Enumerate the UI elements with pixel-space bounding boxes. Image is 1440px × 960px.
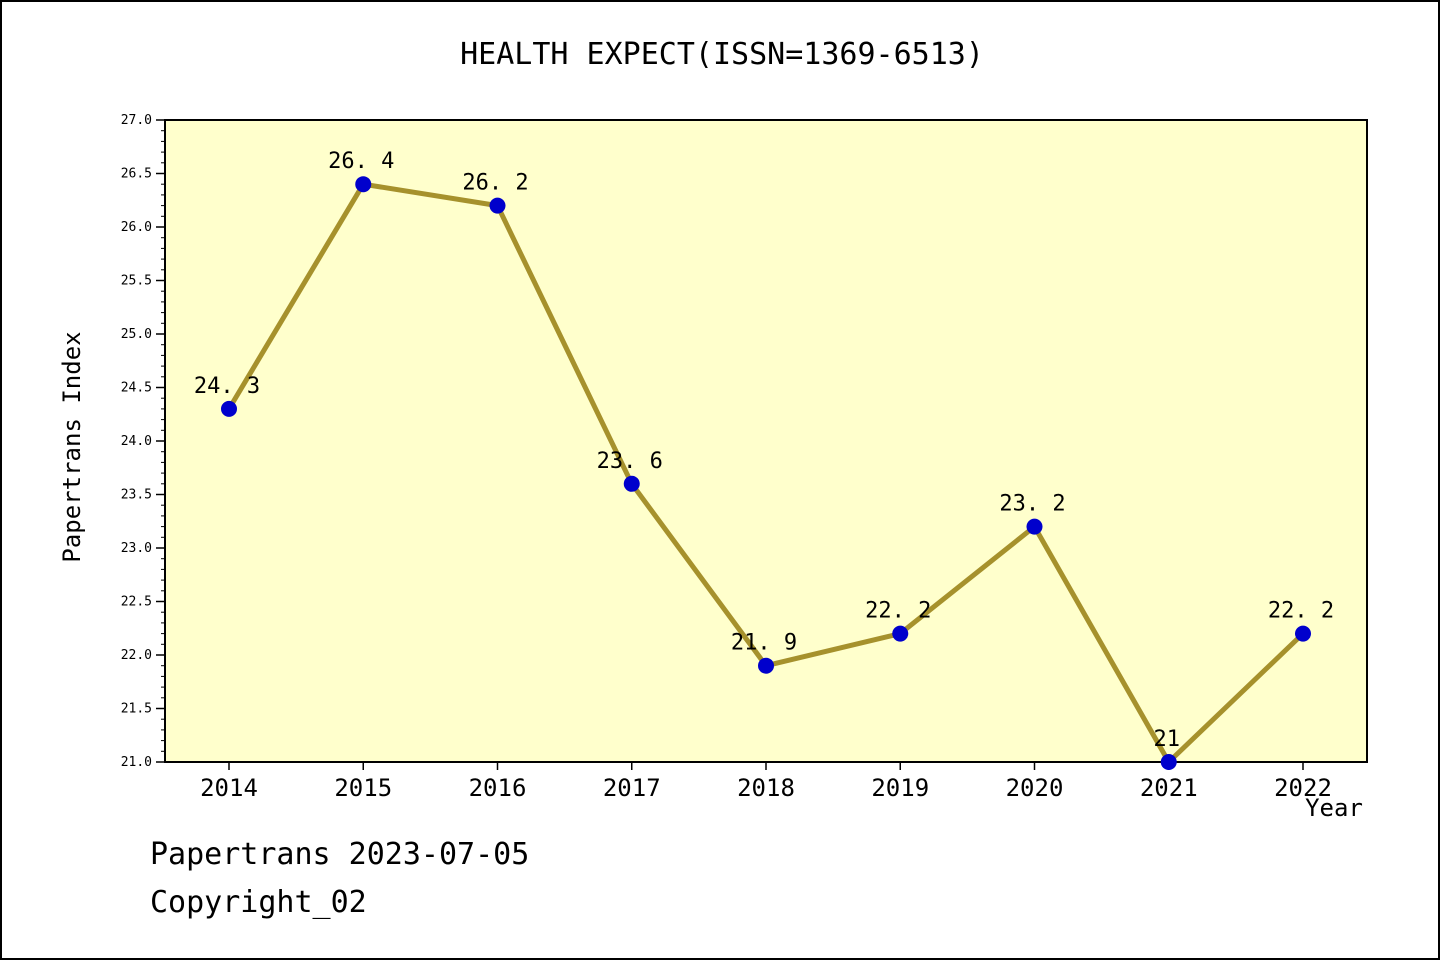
data-point [1026, 518, 1043, 535]
y-tick-label: 23.0 [121, 541, 152, 556]
y-tick-label: 25.0 [121, 327, 152, 342]
data-point [623, 475, 640, 492]
y-tick-label: 22.0 [121, 648, 152, 663]
data-point [355, 176, 372, 193]
footer-copyright-text: Copyright_02 [150, 885, 367, 920]
data-point [892, 625, 909, 642]
plot-border [164, 119, 1368, 763]
data-point-label: 21. 9 [731, 631, 797, 656]
data-point-label: 23. 2 [999, 492, 1065, 517]
x-tick-label: 2016 [469, 774, 527, 802]
x-tick-label: 2018 [737, 774, 795, 802]
footer-date-text: Papertrans 2023-07-05 [150, 837, 529, 872]
y-tick-label: 27.0 [121, 113, 152, 128]
data-point-label: 21 [1154, 727, 1181, 752]
data-point [221, 400, 237, 417]
y-tick-label: 24.0 [121, 434, 152, 449]
data-point-label: 26. 4 [328, 149, 394, 174]
data-point [758, 657, 774, 674]
x-tick-label: 2020 [1006, 774, 1064, 802]
data-point-label: 22. 2 [865, 599, 931, 624]
y-tick-label: 21.5 [121, 702, 152, 717]
data-point-label: 23. 6 [597, 449, 663, 474]
data-point [489, 197, 506, 214]
y-tick-label: 26.5 [121, 167, 152, 182]
y-tick-label: 22.5 [121, 595, 152, 610]
y-tick-label: 24.5 [121, 381, 152, 396]
y-tick-label: 26.0 [121, 220, 152, 235]
data-point [1160, 754, 1177, 770]
x-tick-label: 2021 [1140, 774, 1198, 802]
x-tick-label: 2022 [1274, 774, 1332, 802]
data-point-label: 22. 2 [1268, 599, 1334, 624]
y-axis-title: Papertrans Index [58, 331, 86, 562]
chart-title: HEALTH EXPECT(ISSN=1369-6513) [460, 37, 984, 72]
x-axis-title: Year [1305, 794, 1363, 822]
data-point-label: 24. 3 [194, 374, 260, 399]
x-tick-label: 2015 [334, 774, 392, 802]
data-point-label: 26. 2 [462, 171, 528, 196]
x-tick-label: 2019 [871, 774, 929, 802]
y-tick-label: 25.5 [121, 274, 152, 289]
x-tick-label: 2017 [603, 774, 661, 802]
data-point [1295, 625, 1311, 642]
plot-area [165, 120, 1367, 762]
y-tick-label: 23.5 [121, 488, 152, 503]
x-tick-label: 2014 [200, 774, 258, 802]
y-tick-label: 21.0 [121, 755, 152, 770]
